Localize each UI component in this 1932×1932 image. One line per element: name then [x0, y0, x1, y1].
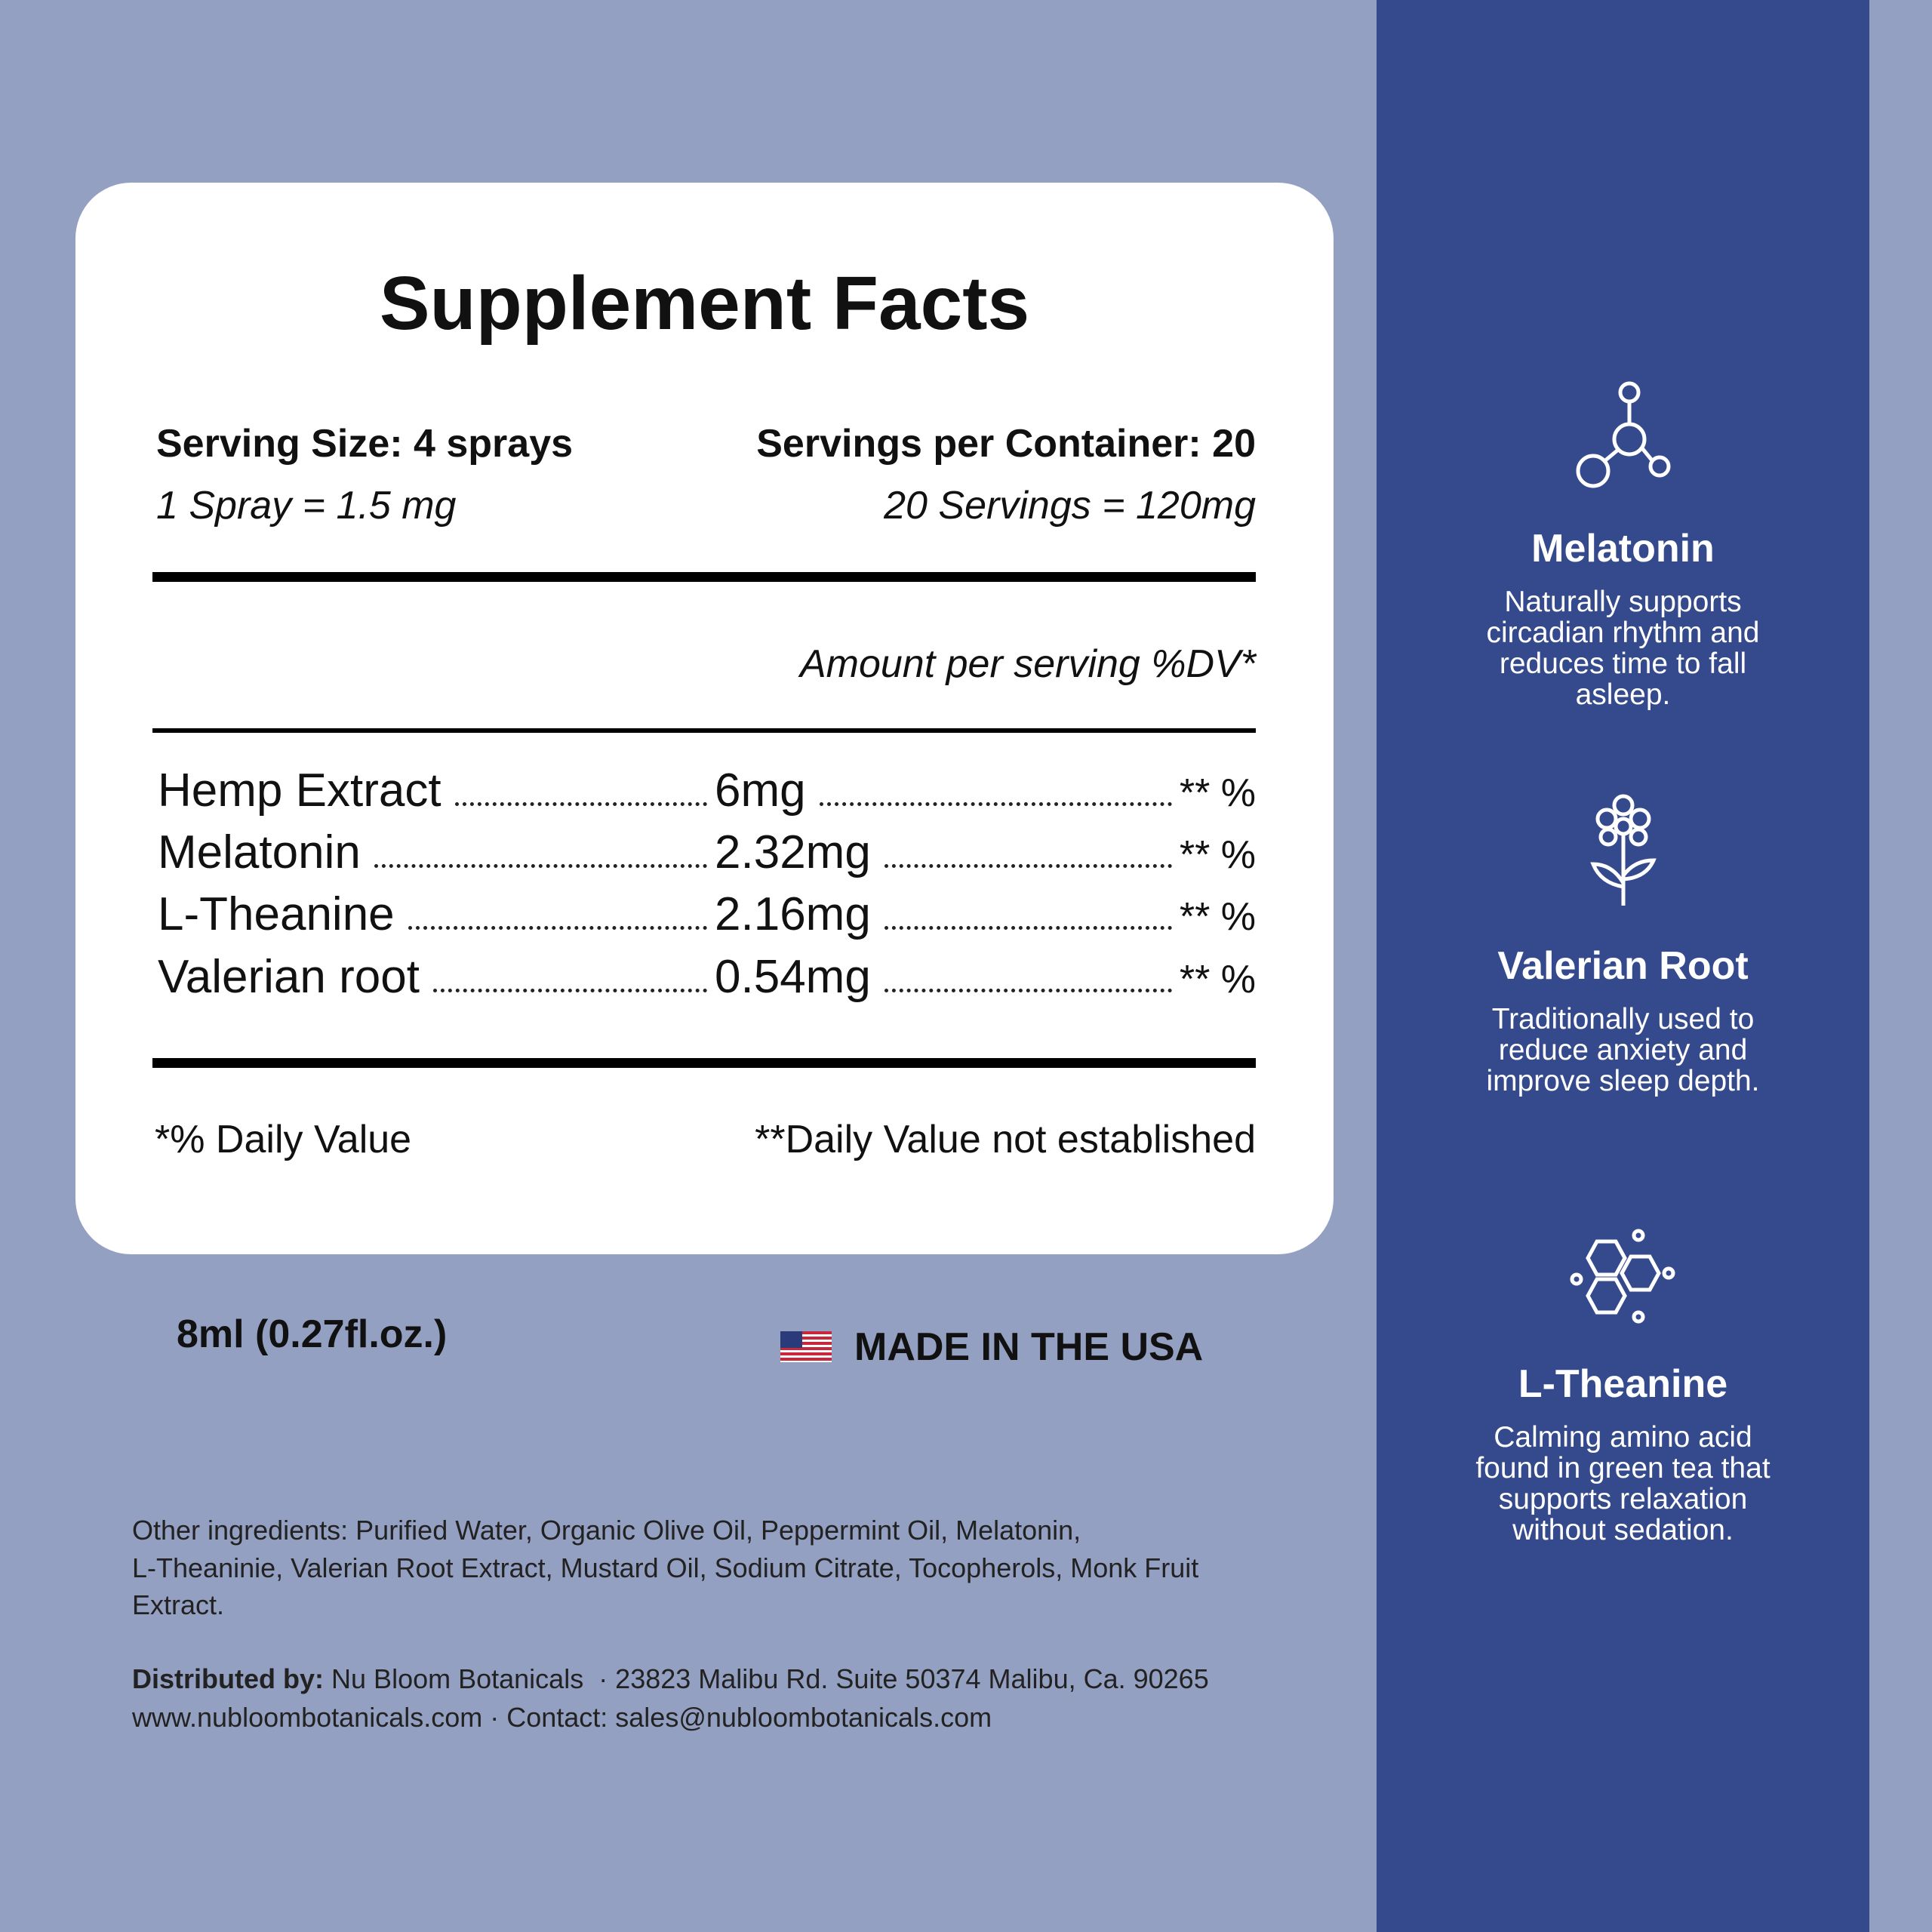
ingredient-name: Valerian root: [158, 951, 420, 1003]
ingredient-name: Melatonin: [158, 826, 361, 878]
benefit-heading: Valerian Root: [1497, 944, 1749, 988]
ingredient-amount: 2.16mg: [715, 888, 871, 940]
benefit-text: improve sleep depth.: [1486, 1065, 1760, 1097]
daily-value: ** %: [1179, 833, 1256, 877]
volume: 8ml (0.27fl.oz.): [177, 1312, 448, 1356]
ingredient-amount: 0.54mg: [715, 951, 871, 1003]
footnote: **Daily Value not established: [755, 1118, 1256, 1161]
distributor-label: Distributed by:: [132, 1663, 325, 1694]
name-cell: Hemp Extract: [158, 764, 715, 817]
distributor-text: Nu Bloom Botanicals · 23823 Malibu Rd. S…: [331, 1663, 1209, 1694]
leader-dots: [408, 926, 707, 930]
hexagon-icon: [1570, 1229, 1675, 1324]
leader-dots: [454, 802, 707, 806]
title: Supplement Facts: [379, 261, 1030, 346]
amount-header: Amount per serving %DV*: [799, 642, 1256, 686]
benefit-text: reduces time to fall: [1499, 648, 1747, 680]
ingredient-row: Valerian root 0.54mg ** %: [158, 951, 1256, 1004]
benefit-text: without sedation.: [1512, 1514, 1734, 1546]
ingredient-row: Hemp Extract 6mg ** %: [158, 764, 1256, 817]
thick-rule: [152, 1058, 1256, 1068]
ingredient-row: L-Theanine 2.16mg ** %: [158, 888, 1256, 941]
leader-dots: [819, 802, 1172, 806]
total-amount: 20 Servings = 120mg: [884, 484, 1256, 528]
spray-amount: 1 Spray = 1.5 mg: [156, 484, 457, 528]
us-flag: [780, 1331, 832, 1362]
distributor: Distributed by: Nu Bloom Botanicals · 23…: [132, 1663, 1209, 1695]
serving-size: Serving Size: 4 sprays: [156, 422, 574, 466]
other-ingredients: L-Theaninie, Valerian Root Extract, Must…: [132, 1552, 1199, 1583]
daily-value: ** %: [1179, 958, 1256, 1001]
servings-per-container: Servings per Container: 20: [756, 422, 1256, 466]
facts-card: [75, 183, 1334, 1254]
leader-dots: [884, 926, 1172, 930]
flower-icon: [1590, 794, 1657, 906]
distributor-contact: www.nubloombotanicals.com · Contact: sal…: [132, 1702, 992, 1733]
benefit-text: Naturally supports: [1504, 586, 1742, 618]
ingredient-amount: 6mg: [715, 764, 806, 817]
footnote: *% Daily Value: [155, 1118, 412, 1161]
thin-rule: [152, 728, 1256, 733]
ingredient-name: L-Theanine: [158, 888, 395, 940]
side-panel: [1377, 0, 1869, 1932]
benefit-heading: L-Theanine: [1518, 1362, 1728, 1406]
other-ingredients: Other ingredients: Purified Water, Organ…: [132, 1515, 1081, 1546]
name-cell: Valerian root: [158, 951, 715, 1004]
name-cell: Melatonin: [158, 826, 715, 879]
amount-cell: 2.16mg ** %: [715, 888, 1256, 943]
benefit-text: supports relaxation: [1498, 1483, 1748, 1515]
leader-dots: [884, 989, 1172, 992]
ingredient-amount: 2.32mg: [715, 826, 871, 878]
name-cell: L-Theanine: [158, 888, 715, 941]
daily-value: ** %: [1179, 895, 1256, 939]
origin: MADE IN THE USA: [854, 1325, 1204, 1369]
other-ingredients: Extract.: [132, 1589, 225, 1620]
ingredient-name: Hemp Extract: [158, 764, 441, 817]
leader-dots: [374, 864, 707, 868]
leader-dots: [884, 864, 1172, 868]
benefit-text: reduce anxiety and: [1498, 1034, 1748, 1066]
leader-dots: [432, 989, 707, 992]
ingredient-row: Melatonin 2.32mg ** %: [158, 826, 1256, 879]
molecule-icon: [1576, 381, 1671, 488]
benefit-text: found in green tea that: [1475, 1452, 1770, 1484]
amount-cell: 2.32mg ** %: [715, 826, 1256, 881]
daily-value: ** %: [1179, 771, 1256, 815]
thick-rule: [152, 572, 1256, 582]
benefit-text: circadian rhythm and: [1486, 617, 1760, 649]
amount-cell: 6mg ** %: [715, 764, 1256, 820]
benefit-text: Calming amino acid: [1494, 1421, 1752, 1454]
benefit-heading: Melatonin: [1531, 527, 1715, 571]
amount-cell: 0.54mg ** %: [715, 951, 1256, 1006]
benefit-text: Traditionally used to: [1491, 1003, 1755, 1035]
benefit-text: asleep.: [1575, 678, 1671, 711]
